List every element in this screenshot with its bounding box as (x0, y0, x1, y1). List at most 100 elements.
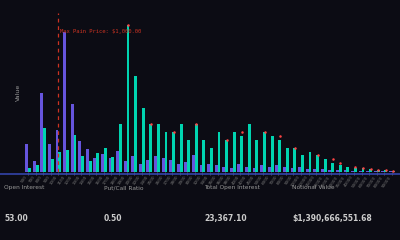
Bar (331, 163, 334, 172)
Bar (366, 171, 369, 172)
Bar (339, 165, 342, 172)
Bar (108, 158, 112, 172)
Bar (146, 160, 149, 172)
Bar (321, 169, 324, 172)
Bar (275, 166, 278, 172)
Bar (127, 25, 130, 172)
Bar (149, 124, 152, 172)
Bar (351, 171, 354, 172)
Bar (187, 140, 190, 172)
Bar (374, 171, 377, 172)
Bar (116, 151, 119, 172)
Text: $1,390,666,551.68: $1,390,666,551.68 (292, 214, 372, 223)
Bar (25, 144, 28, 172)
Bar (78, 141, 81, 172)
Bar (306, 168, 308, 172)
Bar (157, 125, 160, 172)
Bar (134, 76, 137, 172)
Text: Notional Value: Notional Value (292, 185, 335, 190)
Bar (89, 161, 92, 172)
Bar (384, 170, 387, 172)
Bar (369, 169, 372, 172)
Bar (71, 103, 74, 172)
Bar (210, 148, 213, 172)
Bar (225, 140, 228, 172)
Bar (162, 158, 164, 172)
Bar (215, 166, 218, 172)
Bar (124, 161, 127, 172)
Bar (142, 108, 145, 172)
Bar (48, 144, 51, 172)
Bar (260, 166, 263, 172)
Bar (240, 136, 243, 172)
Bar (359, 171, 362, 172)
Bar (316, 156, 319, 172)
Bar (192, 156, 195, 172)
Bar (362, 168, 364, 172)
Bar (164, 132, 167, 172)
Bar (51, 158, 54, 172)
Bar (278, 140, 281, 172)
Bar (324, 159, 326, 172)
Bar (28, 168, 31, 172)
Bar (33, 161, 36, 172)
Bar (290, 168, 293, 172)
Bar (328, 170, 331, 172)
Bar (104, 149, 107, 172)
Bar (233, 132, 236, 172)
Bar (119, 125, 122, 172)
Bar (169, 160, 172, 172)
Bar (86, 149, 89, 172)
Bar (43, 128, 46, 172)
Bar (74, 135, 76, 172)
Y-axis label: Value: Value (16, 84, 21, 101)
Bar (354, 168, 357, 172)
Text: Open Interest: Open Interest (4, 185, 44, 190)
Bar (283, 167, 286, 172)
Bar (218, 132, 220, 172)
Bar (389, 171, 392, 172)
Bar (101, 154, 104, 172)
Bar (154, 156, 157, 172)
Bar (313, 169, 316, 172)
Bar (268, 167, 271, 172)
Bar (94, 158, 96, 172)
Bar (238, 164, 240, 172)
Text: Total Open Interest: Total Open Interest (204, 185, 260, 190)
Bar (263, 132, 266, 172)
Bar (346, 167, 349, 172)
Bar (286, 148, 289, 172)
Bar (308, 151, 312, 172)
Bar (293, 148, 296, 172)
Text: Put/Call Ratio: Put/Call Ratio (104, 185, 144, 190)
Bar (66, 150, 69, 172)
Bar (256, 140, 258, 172)
Bar (139, 164, 142, 172)
Text: 23,367.10: 23,367.10 (204, 214, 247, 223)
Bar (63, 32, 66, 172)
Bar (131, 156, 134, 172)
Bar (184, 162, 187, 172)
Bar (248, 124, 251, 172)
Bar (180, 124, 182, 172)
Bar (36, 165, 38, 172)
Bar (81, 156, 84, 172)
Bar (230, 168, 233, 172)
Bar (112, 157, 114, 172)
Bar (344, 170, 346, 172)
Text: Max Pain Price: $1,000.00: Max Pain Price: $1,000.00 (60, 29, 142, 34)
Bar (336, 170, 339, 172)
Text: 53.00: 53.00 (4, 214, 28, 223)
Bar (245, 167, 248, 172)
Bar (222, 167, 225, 172)
Bar (253, 168, 256, 172)
Bar (202, 140, 205, 172)
Bar (200, 166, 202, 172)
Bar (207, 164, 210, 172)
Bar (58, 152, 61, 172)
Bar (377, 170, 380, 172)
Bar (271, 136, 274, 172)
Bar (56, 130, 58, 172)
Bar (96, 153, 99, 172)
Bar (177, 164, 180, 172)
